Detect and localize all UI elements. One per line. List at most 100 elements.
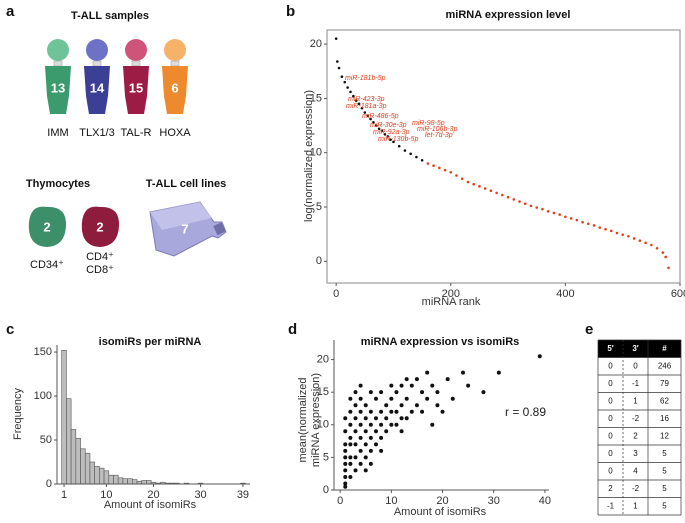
panel-label: c (6, 321, 14, 338)
x-tick-label: 10 (385, 495, 397, 507)
point (379, 435, 384, 440)
point (348, 455, 353, 460)
y-tick-label: 0 (316, 255, 322, 267)
y-tick-label: 20 (317, 353, 329, 365)
table-cell: 5 (662, 449, 667, 458)
point (379, 422, 384, 427)
table-cell: 1 (633, 396, 638, 405)
point (546, 210, 550, 213)
sample-count: 13 (51, 80, 65, 95)
point (450, 396, 455, 401)
thymocyte-cell (81, 206, 120, 247)
person-head (125, 39, 147, 61)
point (343, 461, 348, 466)
histogram-bar (66, 398, 72, 485)
point (384, 416, 389, 421)
point (404, 396, 409, 401)
point (489, 189, 493, 193)
point (363, 442, 368, 447)
point (541, 207, 544, 211)
table-cell: 0 (608, 431, 613, 440)
point (598, 226, 602, 229)
flask (149, 201, 227, 257)
panel-label: e (585, 321, 593, 338)
table-header-cell: 5′ (607, 344, 613, 353)
table-cell: 0 (608, 396, 613, 405)
point (337, 66, 341, 70)
point (343, 455, 348, 460)
x-axis-label: Amount of isomiRs (104, 499, 197, 511)
person-body (45, 66, 71, 114)
point (592, 224, 596, 227)
point (466, 383, 471, 388)
table-cell: 5 (662, 466, 667, 475)
point (384, 403, 389, 408)
point (373, 429, 378, 434)
annotation: miR-92a-3p (373, 129, 410, 136)
point (363, 468, 368, 473)
point (363, 111, 367, 114)
point (460, 177, 464, 181)
point (348, 422, 353, 427)
sample-label: IMM (47, 127, 68, 139)
point (430, 422, 435, 427)
table-cell: 12 (660, 431, 669, 440)
y-tick-label: 10 (317, 419, 329, 431)
histogram-bar (99, 467, 105, 485)
histogram-bar (94, 466, 100, 485)
point (399, 429, 404, 434)
point (363, 429, 368, 434)
point (336, 60, 339, 63)
person-body (123, 66, 149, 114)
point (353, 429, 358, 434)
y-tick-label: 5 (323, 451, 329, 463)
samples-title: T-ALL samples (71, 10, 149, 22)
point (334, 37, 338, 40)
point (425, 370, 430, 375)
point (518, 200, 521, 203)
point (415, 155, 418, 159)
point (348, 396, 353, 401)
histogram-bar (146, 480, 152, 485)
x-tick-label: 0 (337, 495, 343, 507)
person-neck (53, 60, 63, 67)
person-head (86, 39, 108, 61)
table-header-cell: # (662, 344, 667, 353)
cell-lines-count: 7 (181, 221, 188, 236)
point (552, 211, 556, 215)
y-axis-label: mean(normalized (297, 378, 309, 463)
point (358, 422, 363, 427)
point (435, 403, 440, 408)
point (443, 168, 447, 172)
chart-title: miRNA expression vs isomiRs (361, 336, 520, 348)
annotation: miR-423-3p (348, 96, 385, 103)
panel-label: a (6, 3, 15, 20)
point (389, 422, 394, 427)
table-cell: 0 (608, 449, 613, 458)
point (587, 222, 590, 226)
y-tick-label: 0 (46, 478, 52, 490)
point (343, 481, 348, 486)
thymocyte-cell (28, 206, 67, 247)
sample-count: 15 (129, 80, 143, 95)
point (664, 255, 667, 259)
table-cell: 4 (633, 466, 638, 475)
annotation: miR-181b-5p (345, 75, 386, 82)
point (360, 106, 364, 110)
person-head (164, 39, 186, 61)
annotation: miR-486-5p (362, 113, 399, 120)
point (425, 396, 430, 401)
point (432, 164, 435, 168)
point (340, 75, 344, 78)
point (481, 390, 486, 395)
table-cell: -1 (607, 501, 615, 510)
point (346, 86, 349, 89)
histogram-bar (117, 477, 124, 485)
point (495, 191, 498, 195)
table-cell: 2 (633, 431, 638, 440)
annotation: let-7d-3p (425, 132, 453, 139)
y-tick-label: 50 (40, 434, 52, 446)
point (399, 383, 404, 388)
point (380, 129, 384, 133)
